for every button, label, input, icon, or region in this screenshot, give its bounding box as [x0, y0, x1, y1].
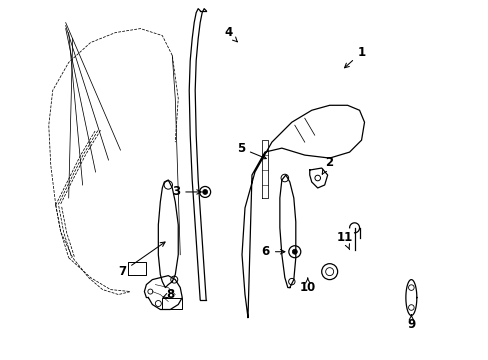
Text: 7: 7	[118, 242, 165, 278]
Circle shape	[202, 189, 207, 194]
Text: 8: 8	[163, 288, 174, 301]
Circle shape	[292, 249, 297, 254]
Text: 3: 3	[172, 185, 201, 198]
Text: 2: 2	[322, 156, 333, 174]
Text: 10: 10	[299, 278, 315, 294]
Text: 4: 4	[224, 26, 237, 42]
Text: 5: 5	[236, 141, 265, 159]
Text: 9: 9	[407, 315, 415, 331]
Text: 11: 11	[336, 231, 352, 249]
Text: 6: 6	[261, 245, 285, 258]
Text: 1: 1	[344, 46, 365, 68]
